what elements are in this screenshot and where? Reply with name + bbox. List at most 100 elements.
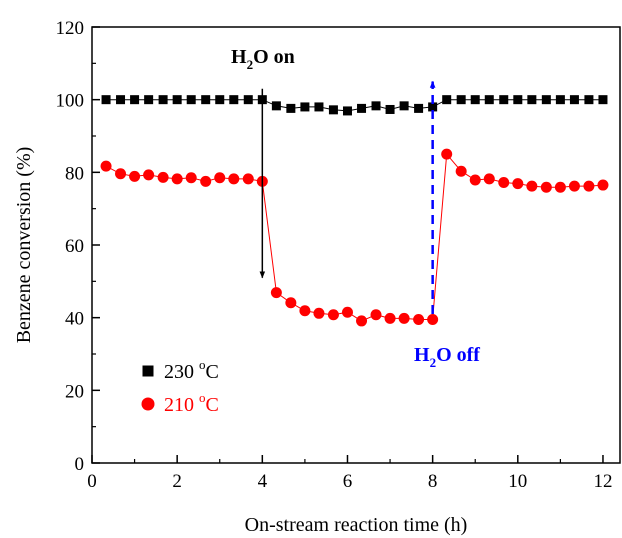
- y-tick-label: 60: [65, 236, 84, 257]
- data-point-circle: [597, 179, 609, 191]
- data-point-circle: [413, 313, 425, 325]
- data-point-square: [328, 105, 338, 115]
- h2o-off-label-main: H: [414, 344, 430, 366]
- data-point-square: [314, 102, 324, 112]
- y-tick-label: 80: [65, 163, 84, 184]
- data-point-square: [484, 95, 494, 105]
- y-tick-label: 40: [65, 309, 84, 330]
- data-point-circle: [100, 160, 112, 172]
- h2o-on-label-sub: 2: [247, 57, 254, 72]
- data-point-circle: [313, 307, 325, 319]
- data-point-square: [158, 95, 168, 105]
- data-point-square: [215, 95, 225, 105]
- data-point-square: [286, 103, 296, 113]
- data-point-circle: [441, 148, 453, 160]
- data-point-circle: [540, 181, 552, 193]
- legend-label-base: 230: [164, 361, 199, 383]
- y-tick-label: 120: [56, 18, 85, 39]
- data-point-square: [144, 95, 154, 105]
- data-point-circle: [115, 168, 127, 180]
- data-point-circle: [185, 172, 197, 184]
- data-point-square: [371, 101, 381, 111]
- y-tick-label: 20: [65, 381, 84, 402]
- x-axis-label: On-stream reaction time (h): [245, 514, 468, 536]
- data-point-square: [243, 95, 253, 105]
- legend-label-1: 210 oC: [164, 390, 219, 416]
- data-point-square: [300, 102, 310, 112]
- data-point-square: [342, 106, 352, 116]
- h2o-on-label-rest: O on: [253, 46, 295, 68]
- legend-label-base: 210: [164, 394, 199, 416]
- data-point-square: [541, 95, 551, 105]
- data-point-circle: [554, 181, 566, 193]
- data-point-circle: [200, 175, 212, 187]
- data-point-circle: [171, 173, 183, 185]
- data-point-circle: [583, 180, 595, 192]
- data-point-square: [555, 95, 565, 105]
- data-point-square: [470, 95, 480, 105]
- data-point-square: [584, 95, 594, 105]
- legend-label-0: 230 oC: [164, 357, 219, 383]
- data-point-square: [201, 95, 211, 105]
- data-point-square: [130, 95, 140, 105]
- data-point-circle: [356, 315, 368, 327]
- data-point-square: [414, 103, 424, 113]
- data-point-circle: [285, 297, 297, 309]
- y-axis-label: Benzene conversion (%): [13, 147, 35, 344]
- data-point-circle: [483, 173, 495, 185]
- data-point-square: [456, 95, 466, 105]
- data-point-square: [513, 95, 523, 105]
- data-point-circle: [498, 177, 510, 189]
- data-point-circle: [384, 312, 396, 324]
- data-point-circle: [270, 287, 282, 299]
- data-point-square: [499, 95, 509, 105]
- x-tick-label: 6: [343, 471, 353, 492]
- legend-label-sup: o: [199, 357, 206, 372]
- x-tick-label: 12: [593, 471, 612, 492]
- legend-label-sup: o: [199, 390, 206, 405]
- series-markers: [100, 95, 609, 327]
- h2o-off-label-sub: 2: [430, 355, 437, 370]
- x-tick-label: 0: [87, 471, 97, 492]
- x-tick-label: 8: [428, 471, 438, 492]
- legend-label-unit: C: [206, 394, 219, 416]
- series-lines: [105, 99, 604, 322]
- data-point-circle: [398, 312, 410, 324]
- data-point-square: [399, 101, 409, 111]
- data-point-circle: [228, 173, 240, 185]
- data-point-circle: [469, 174, 481, 186]
- data-point-square: [428, 102, 438, 112]
- data-point-circle: [157, 171, 169, 183]
- data-point-circle: [129, 170, 141, 182]
- data-point-square: [527, 95, 537, 105]
- data-point-circle: [327, 309, 339, 321]
- data-point-square: [385, 104, 395, 114]
- data-point-circle: [214, 172, 226, 184]
- legend-marker-square: [142, 365, 154, 377]
- x-tick-label: 4: [258, 471, 268, 492]
- data-point-square: [172, 95, 182, 105]
- data-point-circle: [526, 180, 538, 192]
- y-tick-label: 100: [56, 91, 85, 112]
- data-point-circle: [512, 178, 524, 190]
- legend-marker-circle: [141, 397, 155, 411]
- data-point-circle: [143, 169, 155, 181]
- data-point-circle: [242, 173, 254, 185]
- data-point-circle: [427, 313, 439, 325]
- data-point-square: [229, 95, 239, 105]
- data-point-square: [598, 95, 608, 105]
- data-point-square: [186, 95, 196, 105]
- h2o-on-label-main: H: [231, 46, 247, 68]
- legend-label-unit: C: [206, 361, 219, 383]
- data-point-square: [116, 95, 126, 105]
- h2o-on-label: H2O on: [231, 46, 295, 72]
- x-tick-label: 10: [508, 471, 527, 492]
- data-point-circle: [370, 309, 382, 321]
- data-point-square: [271, 101, 281, 111]
- x-tick-label: 2: [172, 471, 182, 492]
- data-point-circle: [455, 165, 467, 177]
- data-point-circle: [299, 305, 311, 317]
